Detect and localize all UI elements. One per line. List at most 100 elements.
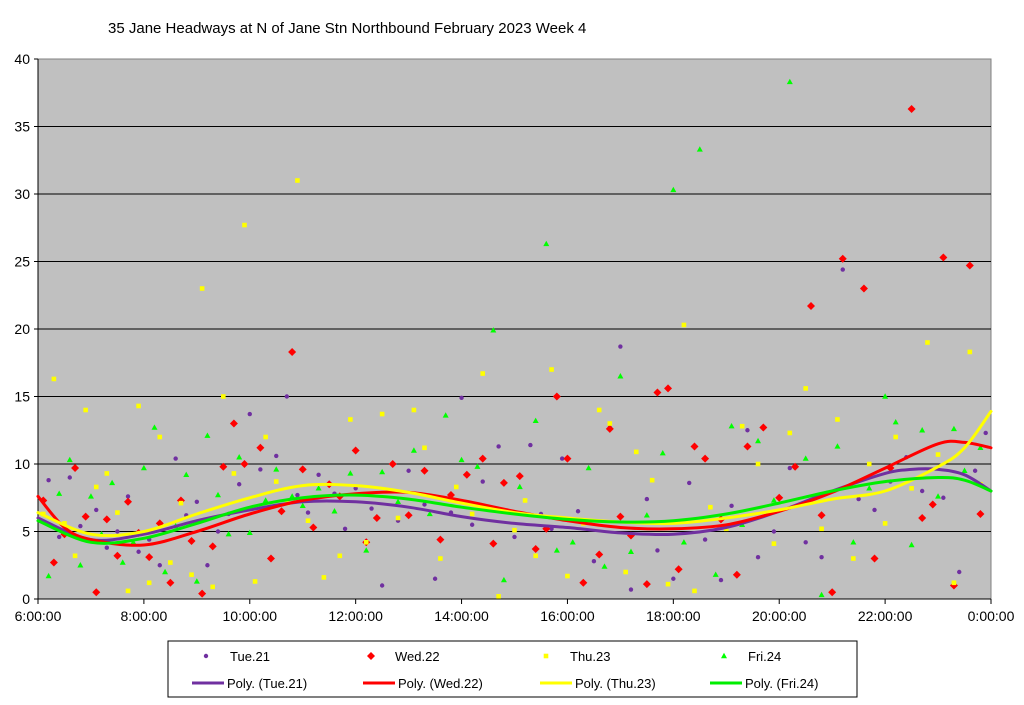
data-point	[840, 267, 845, 272]
data-point	[146, 580, 152, 586]
data-point	[189, 572, 194, 577]
data-point	[231, 471, 237, 476]
data-point	[692, 588, 697, 594]
data-point	[426, 510, 433, 517]
legend-label: Poly. (Wed.22)	[398, 676, 483, 691]
data-point	[422, 502, 427, 507]
data-point	[925, 340, 930, 345]
data-point	[236, 454, 243, 460]
data-point	[935, 452, 941, 457]
data-point	[674, 565, 683, 574]
data-point	[94, 507, 99, 513]
data-point	[104, 471, 110, 476]
data-point	[595, 550, 604, 559]
data-point	[531, 545, 540, 554]
data-point	[649, 477, 655, 483]
data-point	[478, 454, 487, 463]
data-point	[411, 407, 417, 413]
y-tick-label: 20	[14, 321, 30, 337]
data-point	[363, 540, 369, 545]
y-tick-label: 40	[14, 51, 30, 67]
data-point	[480, 371, 486, 376]
data-point	[480, 479, 485, 484]
data-point	[591, 559, 597, 564]
data-point	[771, 529, 777, 534]
data-point	[51, 376, 57, 382]
data-point	[71, 464, 80, 473]
data-point	[664, 384, 673, 393]
data-point	[81, 512, 90, 521]
data-point	[601, 563, 608, 569]
data-point	[157, 434, 163, 440]
data-point	[289, 493, 296, 499]
data-point	[93, 484, 99, 490]
data-point	[786, 78, 793, 85]
data-point	[166, 578, 175, 587]
data-point	[643, 512, 650, 518]
data-point	[453, 484, 459, 490]
data-point	[806, 302, 815, 311]
data-point	[347, 470, 354, 476]
data-point	[219, 462, 228, 471]
data-point	[605, 424, 614, 433]
data-point	[972, 468, 978, 473]
x-tick-label: 22:00:00	[858, 608, 913, 624]
data-point	[298, 465, 307, 474]
data-point	[372, 514, 381, 522]
data-point	[585, 464, 592, 471]
data-point	[489, 539, 498, 548]
data-point	[729, 503, 734, 509]
data-point	[136, 403, 141, 409]
data-point	[616, 512, 625, 521]
data-point	[965, 261, 974, 270]
data-point	[208, 542, 217, 551]
trendline-poly-fri-24	[36, 475, 993, 545]
data-point	[490, 327, 497, 333]
data-point	[49, 558, 58, 567]
data-point	[436, 535, 445, 544]
data-point	[866, 485, 873, 491]
data-point	[549, 367, 554, 372]
data-point	[670, 186, 677, 193]
data-point	[406, 468, 411, 473]
data-point	[125, 588, 131, 594]
data-point	[708, 504, 713, 510]
data-point	[552, 392, 561, 401]
data-point	[496, 444, 501, 449]
data-point	[755, 461, 761, 467]
data-point	[967, 349, 973, 355]
data-point	[266, 554, 275, 563]
data-point	[696, 146, 703, 152]
data-point	[819, 554, 824, 560]
data-point	[87, 493, 94, 499]
data-point	[168, 560, 173, 565]
legend-label: Poly. (Fri.24)	[745, 676, 818, 691]
legend-marker	[543, 653, 549, 659]
data-point	[671, 576, 676, 581]
x-tick-label: 18:00:00	[646, 608, 701, 624]
data-point	[617, 373, 624, 379]
data-point	[432, 576, 438, 581]
data-point	[442, 412, 449, 418]
data-point	[145, 553, 154, 562]
data-point	[957, 569, 962, 575]
data-point	[388, 460, 397, 468]
data-point	[565, 573, 570, 579]
data-point	[262, 497, 269, 503]
data-point	[569, 539, 576, 545]
data-point	[104, 545, 110, 550]
data-point	[348, 417, 353, 422]
data-point	[653, 388, 662, 397]
data-point	[395, 515, 401, 521]
data-point	[458, 456, 465, 463]
data-point	[263, 434, 268, 440]
data-point	[499, 478, 508, 487]
legend-label: Tue.21	[230, 649, 270, 664]
data-point	[935, 493, 942, 499]
data-point	[787, 430, 793, 436]
data-point	[351, 446, 360, 455]
x-tick-label: 0:00:00	[968, 608, 1015, 624]
data-point	[579, 578, 588, 587]
data-point	[273, 479, 279, 484]
